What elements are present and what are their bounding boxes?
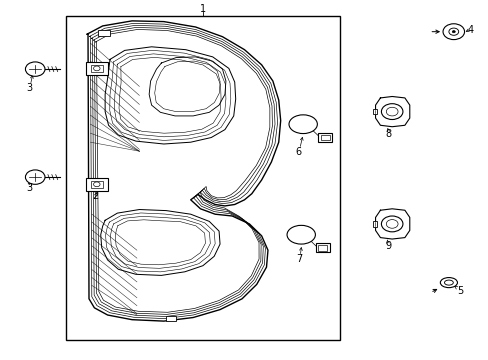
Circle shape	[386, 220, 397, 228]
Polygon shape	[375, 209, 409, 239]
Ellipse shape	[439, 278, 457, 288]
Circle shape	[442, 24, 464, 40]
Bar	[91, 65, 102, 72]
Polygon shape	[375, 96, 409, 127]
Text: 3: 3	[26, 183, 32, 193]
Circle shape	[25, 170, 45, 184]
Text: 1: 1	[200, 4, 205, 14]
Text: 3: 3	[26, 83, 32, 93]
Bar	[320, 135, 329, 140]
Circle shape	[93, 182, 100, 187]
Circle shape	[381, 104, 402, 120]
Circle shape	[448, 28, 458, 35]
Circle shape	[93, 66, 100, 71]
Text: 5: 5	[457, 285, 463, 296]
Bar	[315, 243, 329, 252]
Text: 2: 2	[93, 191, 99, 201]
Bar	[372, 221, 376, 227]
Bar	[66, 16, 339, 340]
Text: 9: 9	[385, 240, 391, 251]
Bar	[318, 245, 326, 251]
Bar	[372, 109, 376, 114]
Ellipse shape	[444, 280, 452, 285]
Text: 8: 8	[385, 129, 391, 139]
Bar	[98, 30, 110, 36]
Bar	[86, 62, 107, 75]
Bar	[166, 316, 176, 321]
Circle shape	[25, 62, 45, 76]
Bar	[318, 133, 331, 142]
Circle shape	[381, 216, 402, 232]
Text: 6: 6	[295, 147, 301, 157]
Bar	[86, 177, 107, 191]
Circle shape	[451, 31, 454, 33]
Bar	[91, 181, 102, 188]
Ellipse shape	[286, 225, 315, 244]
Circle shape	[386, 107, 397, 116]
Text: 4: 4	[467, 24, 473, 35]
Text: 7: 7	[296, 254, 302, 264]
Ellipse shape	[288, 115, 317, 134]
